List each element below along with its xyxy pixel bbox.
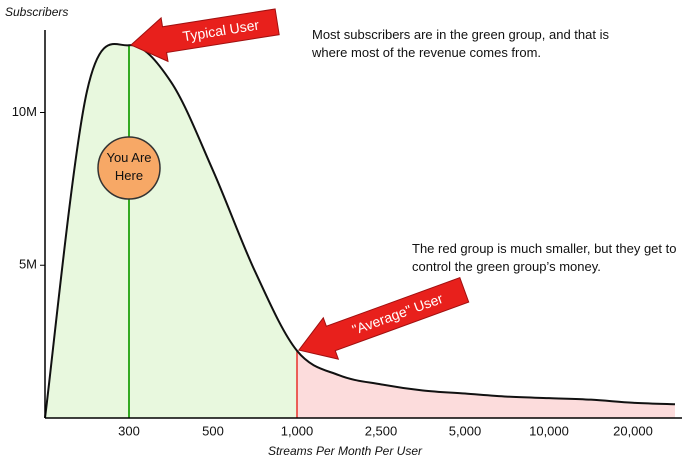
marker-line: Here	[115, 168, 143, 183]
area-left	[45, 44, 297, 418]
note: Most subscribers are in the green group,…	[312, 27, 609, 60]
x-tick-label: 2,500	[365, 423, 398, 438]
plot	[44, 43, 676, 419]
note: The red group is much smaller, but they …	[412, 241, 677, 274]
curve	[44, 43, 676, 419]
marker-label: You Are Here	[106, 150, 151, 183]
x-axis-title: Streams Per Month Per User	[268, 444, 423, 458]
y-axis-title: Subscribers	[5, 5, 68, 19]
x-tick-label: 20,000	[613, 423, 653, 438]
marker	[97, 136, 161, 200]
x-tick-label: 300	[118, 423, 140, 438]
x-tick-label: 10,000	[529, 423, 569, 438]
marker-line: You Are	[106, 150, 151, 165]
area-right	[297, 350, 675, 418]
y-tick-label: 5M	[19, 257, 37, 272]
arrow: "Average" User	[298, 277, 470, 360]
x-tick-label: 5,000	[449, 423, 482, 438]
x-tick-label: 1,000	[281, 423, 314, 438]
y-tick-label: 10M	[12, 104, 37, 119]
x-tick-label: 500	[202, 423, 224, 438]
arrow-shape	[130, 8, 280, 63]
arrow-shape	[298, 277, 470, 360]
